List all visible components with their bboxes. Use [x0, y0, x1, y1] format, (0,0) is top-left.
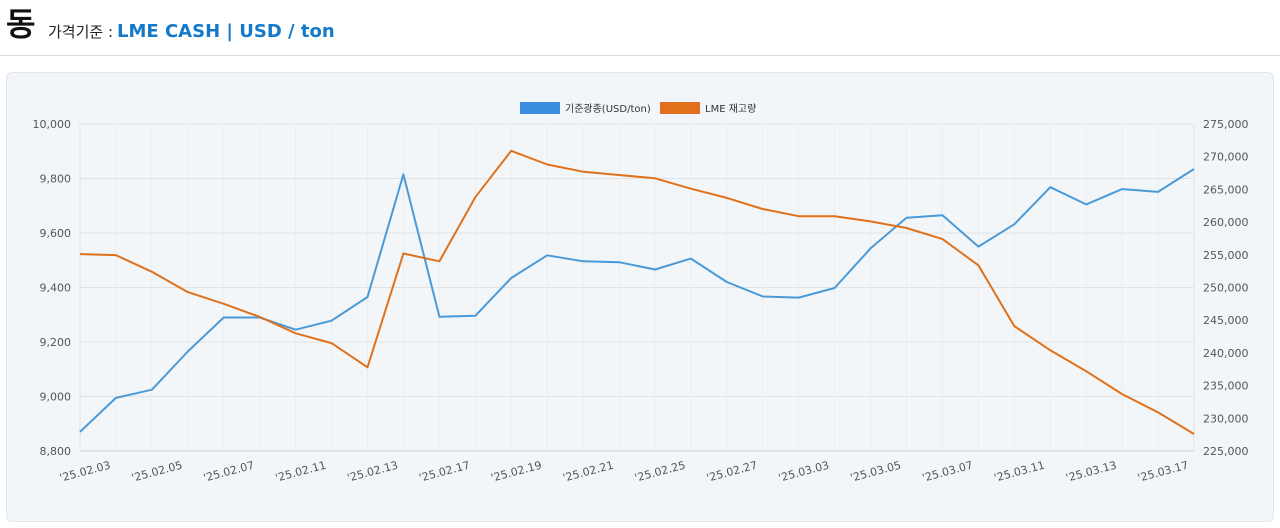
x-tick-label: '25.02.17 [418, 459, 472, 485]
y-right-tick-label: 270,000 [1203, 151, 1249, 164]
page-header: 동 가격기준 : LME CASH | USD / ton [0, 0, 1280, 56]
legend-item[interactable]: LME 재고량 [660, 102, 756, 115]
y-right-tick-label: 265,000 [1203, 183, 1249, 196]
y-left-tick-label: 8,800 [40, 445, 72, 458]
price-basis-value: LME CASH | USD / ton [117, 21, 335, 42]
y-left-tick-label: 9,200 [40, 336, 72, 349]
x-tick-label: '25.02.19 [490, 459, 544, 485]
y-left-tick-label: 9,600 [40, 227, 72, 240]
chart-panel: 8,800 9,000 9,200 9,400 9,600 9,800 10,000 225,… [6, 72, 1274, 522]
y-right-tick-label: 235,000 [1203, 380, 1249, 393]
x-tick-label: '25.03.11 [993, 459, 1047, 485]
legend-swatch [660, 102, 700, 114]
metal-title: 동 [6, 5, 36, 43]
legend-label: LME 재고량 [705, 103, 756, 115]
x-tick-label: '25.02.07 [202, 459, 256, 485]
x-tick-label: '25.02.05 [130, 459, 184, 485]
x-tick-label: '25.02.27 [705, 459, 759, 485]
x-tick-label: '25.03.05 [849, 459, 903, 485]
x-tick-label: '25.03.07 [921, 459, 975, 485]
legend-label: 기준광종(USD/ton) [565, 103, 651, 115]
grid-lines [79, 123, 1195, 452]
y-right-tick-label: 255,000 [1203, 249, 1249, 262]
x-tick-label: '25.03.13 [1064, 459, 1118, 485]
x-tick-label: '25.02.21 [561, 459, 615, 485]
y-left-tick-label: 9,000 [40, 391, 72, 404]
price-inventory-chart: 8,800 9,000 9,200 9,400 9,600 9,800 10,000 225,… [33, 102, 1249, 485]
y-right-tick-label: 225,000 [1203, 445, 1249, 458]
x-tick-label: '25.03.03 [777, 459, 831, 485]
y-right-tick-label: 275,000 [1203, 118, 1249, 131]
y-right-tick-label: 240,000 [1203, 347, 1249, 360]
series-lines [79, 149, 1195, 435]
x-tick-label: '25.02.13 [346, 459, 400, 485]
x-tick-label: '25.02.03 [58, 459, 112, 485]
y-right-tick-label: 245,000 [1203, 314, 1249, 327]
y-left-tick-label: 9,800 [40, 173, 72, 186]
x-tick-label: '25.02.25 [633, 459, 687, 485]
x-tick-label: '25.03.17 [1136, 459, 1190, 485]
x-tick-label: '25.02.11 [274, 459, 328, 485]
legend-item[interactable]: 기준광종(USD/ton) [520, 102, 651, 115]
inventory-series-line [79, 149, 1195, 435]
y-left-tick-label: 9,400 [40, 282, 72, 295]
price-basis-label: 가격기준 : [48, 23, 114, 41]
price-basis: 가격기준 : LME CASH | USD / ton [48, 21, 335, 43]
y-right-tick-label: 260,000 [1203, 216, 1249, 229]
legend-swatch [520, 102, 560, 114]
y-left-tick-label: 10,000 [33, 118, 72, 131]
y-right-tick-label: 230,000 [1203, 412, 1249, 425]
price-series-line [79, 168, 1195, 433]
y-right-tick-label: 250,000 [1203, 282, 1249, 295]
legend[interactable]: 기준광종(USD/ton) LME 재고량 [520, 102, 756, 115]
